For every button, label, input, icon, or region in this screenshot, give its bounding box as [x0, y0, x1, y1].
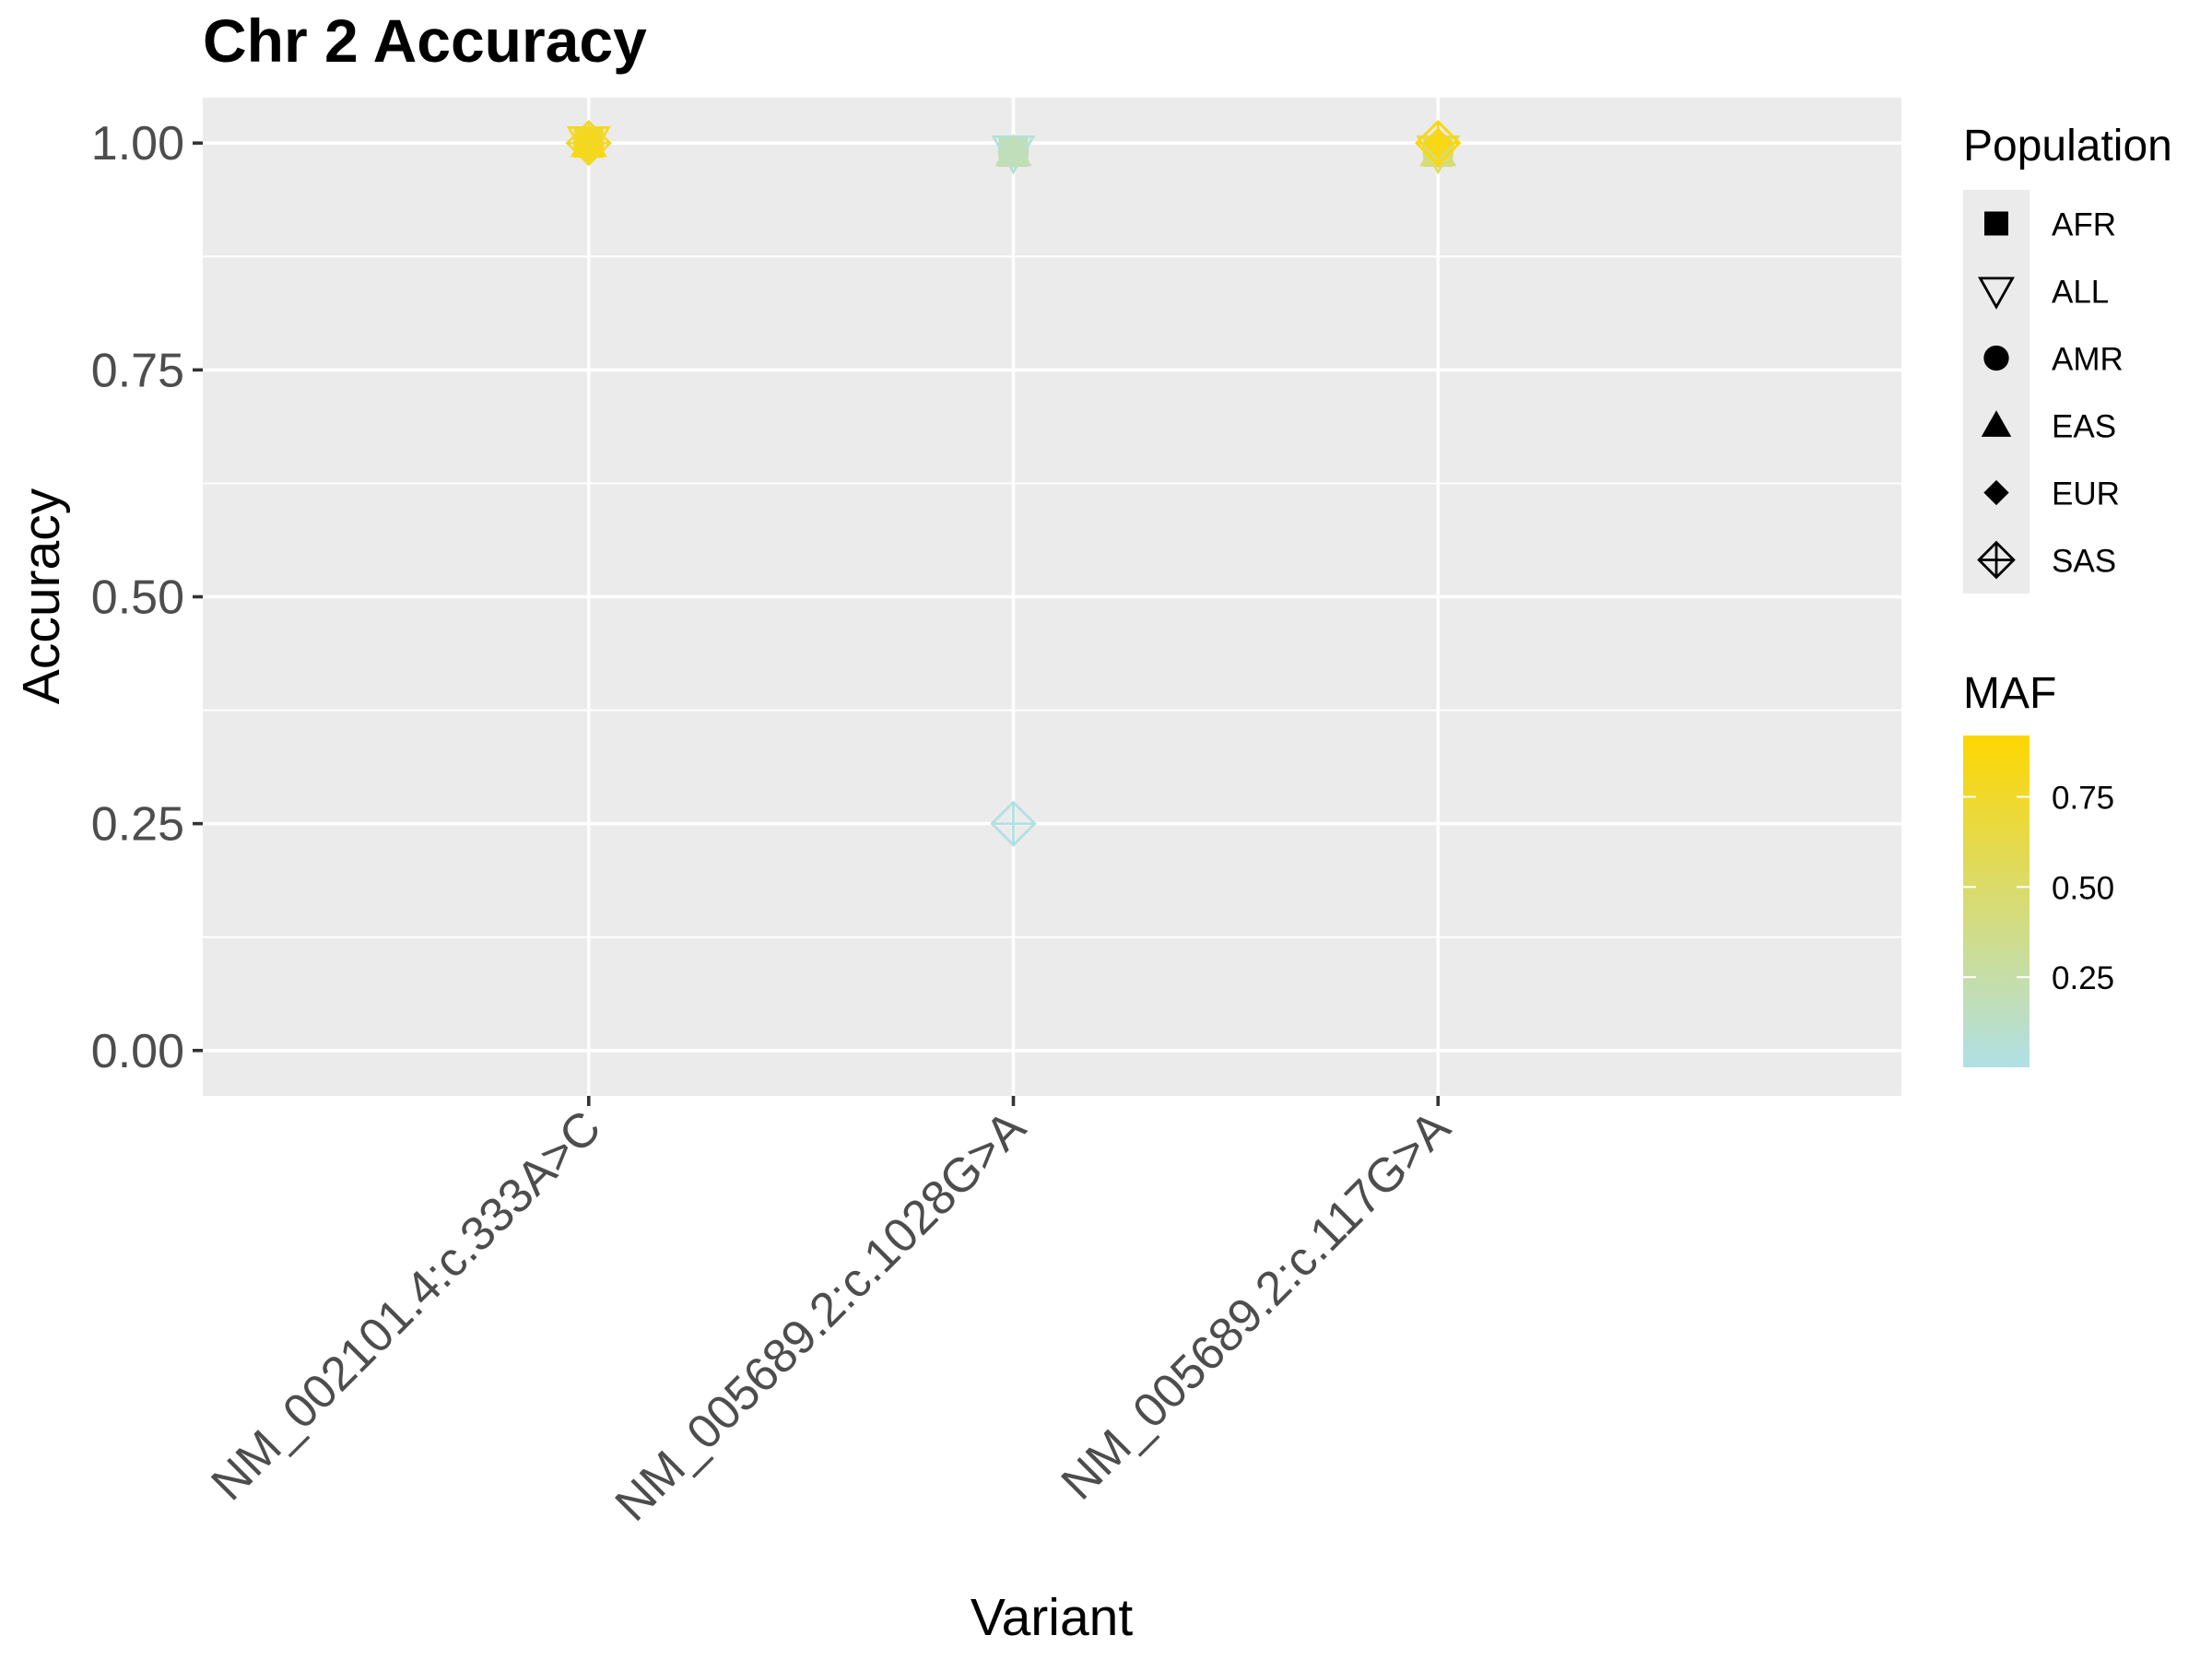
point-sas	[565, 120, 612, 167]
colorbar-label: 0.75	[2052, 781, 2114, 817]
legend-key-sas	[1977, 540, 2016, 580]
maf-legend: MAF 0.25 0.50 0.75	[1963, 669, 2114, 1067]
legend-label: SAS	[2052, 544, 2116, 580]
y-axis: 0.00 0.25 0.50 0.75 1.00	[91, 117, 203, 1078]
legend-key-eur	[1983, 479, 2009, 506]
data-points	[565, 120, 1462, 847]
legend-key-all	[1978, 276, 2015, 310]
y-tick-label: 0.00	[91, 1025, 184, 1078]
legend-key-afr	[1984, 211, 2008, 236]
x-axis-title: Variant	[971, 1588, 1134, 1647]
legend-label: AMR	[2052, 342, 2124, 378]
y-tick-label: 0.50	[91, 571, 184, 625]
y-tick-label: 0.25	[91, 798, 184, 852]
maf-legend-title: MAF	[1963, 669, 2056, 718]
gridlines	[203, 98, 1901, 1096]
legend-label: EUR	[2052, 477, 2120, 512]
x-tick-label: NM_005689.2:c.117G>A	[1052, 1100, 1461, 1510]
point-eur	[997, 136, 1030, 168]
legend-label: AFR	[2052, 207, 2116, 243]
colorbar-label: 0.25	[2052, 960, 2114, 996]
x-tick-label: NM_002101.4:c.333A>C	[202, 1100, 612, 1511]
legend-key-amr	[1983, 345, 2009, 371]
y-axis-title: Accuracy	[12, 488, 71, 704]
legend-label: EAS	[2052, 409, 2116, 445]
colorbar-label: 0.50	[2052, 870, 2114, 906]
legend-key-background	[1963, 190, 2030, 594]
x-axis: NM_002101.4:c.333A>CNM_005689.2:c.1028G>…	[202, 1096, 1461, 1532]
maf-colorbar	[1963, 735, 2030, 1067]
population-legend: Population AFR ALL AMR EAS EUR SAS	[1963, 122, 2172, 594]
point-sas	[990, 800, 1037, 847]
point-sas	[1415, 120, 1462, 167]
y-tick-label: 0.75	[91, 344, 184, 397]
chart-title: Chr 2 Accuracy	[203, 6, 647, 75]
y-tick-label: 1.00	[91, 117, 184, 171]
legend-label: ALL	[2052, 275, 2109, 311]
legend-key-eas	[1981, 410, 2012, 437]
x-tick-label: NM_005689.2:c.1028G>A	[606, 1100, 1036, 1531]
population-legend-title: Population	[1963, 122, 2172, 171]
